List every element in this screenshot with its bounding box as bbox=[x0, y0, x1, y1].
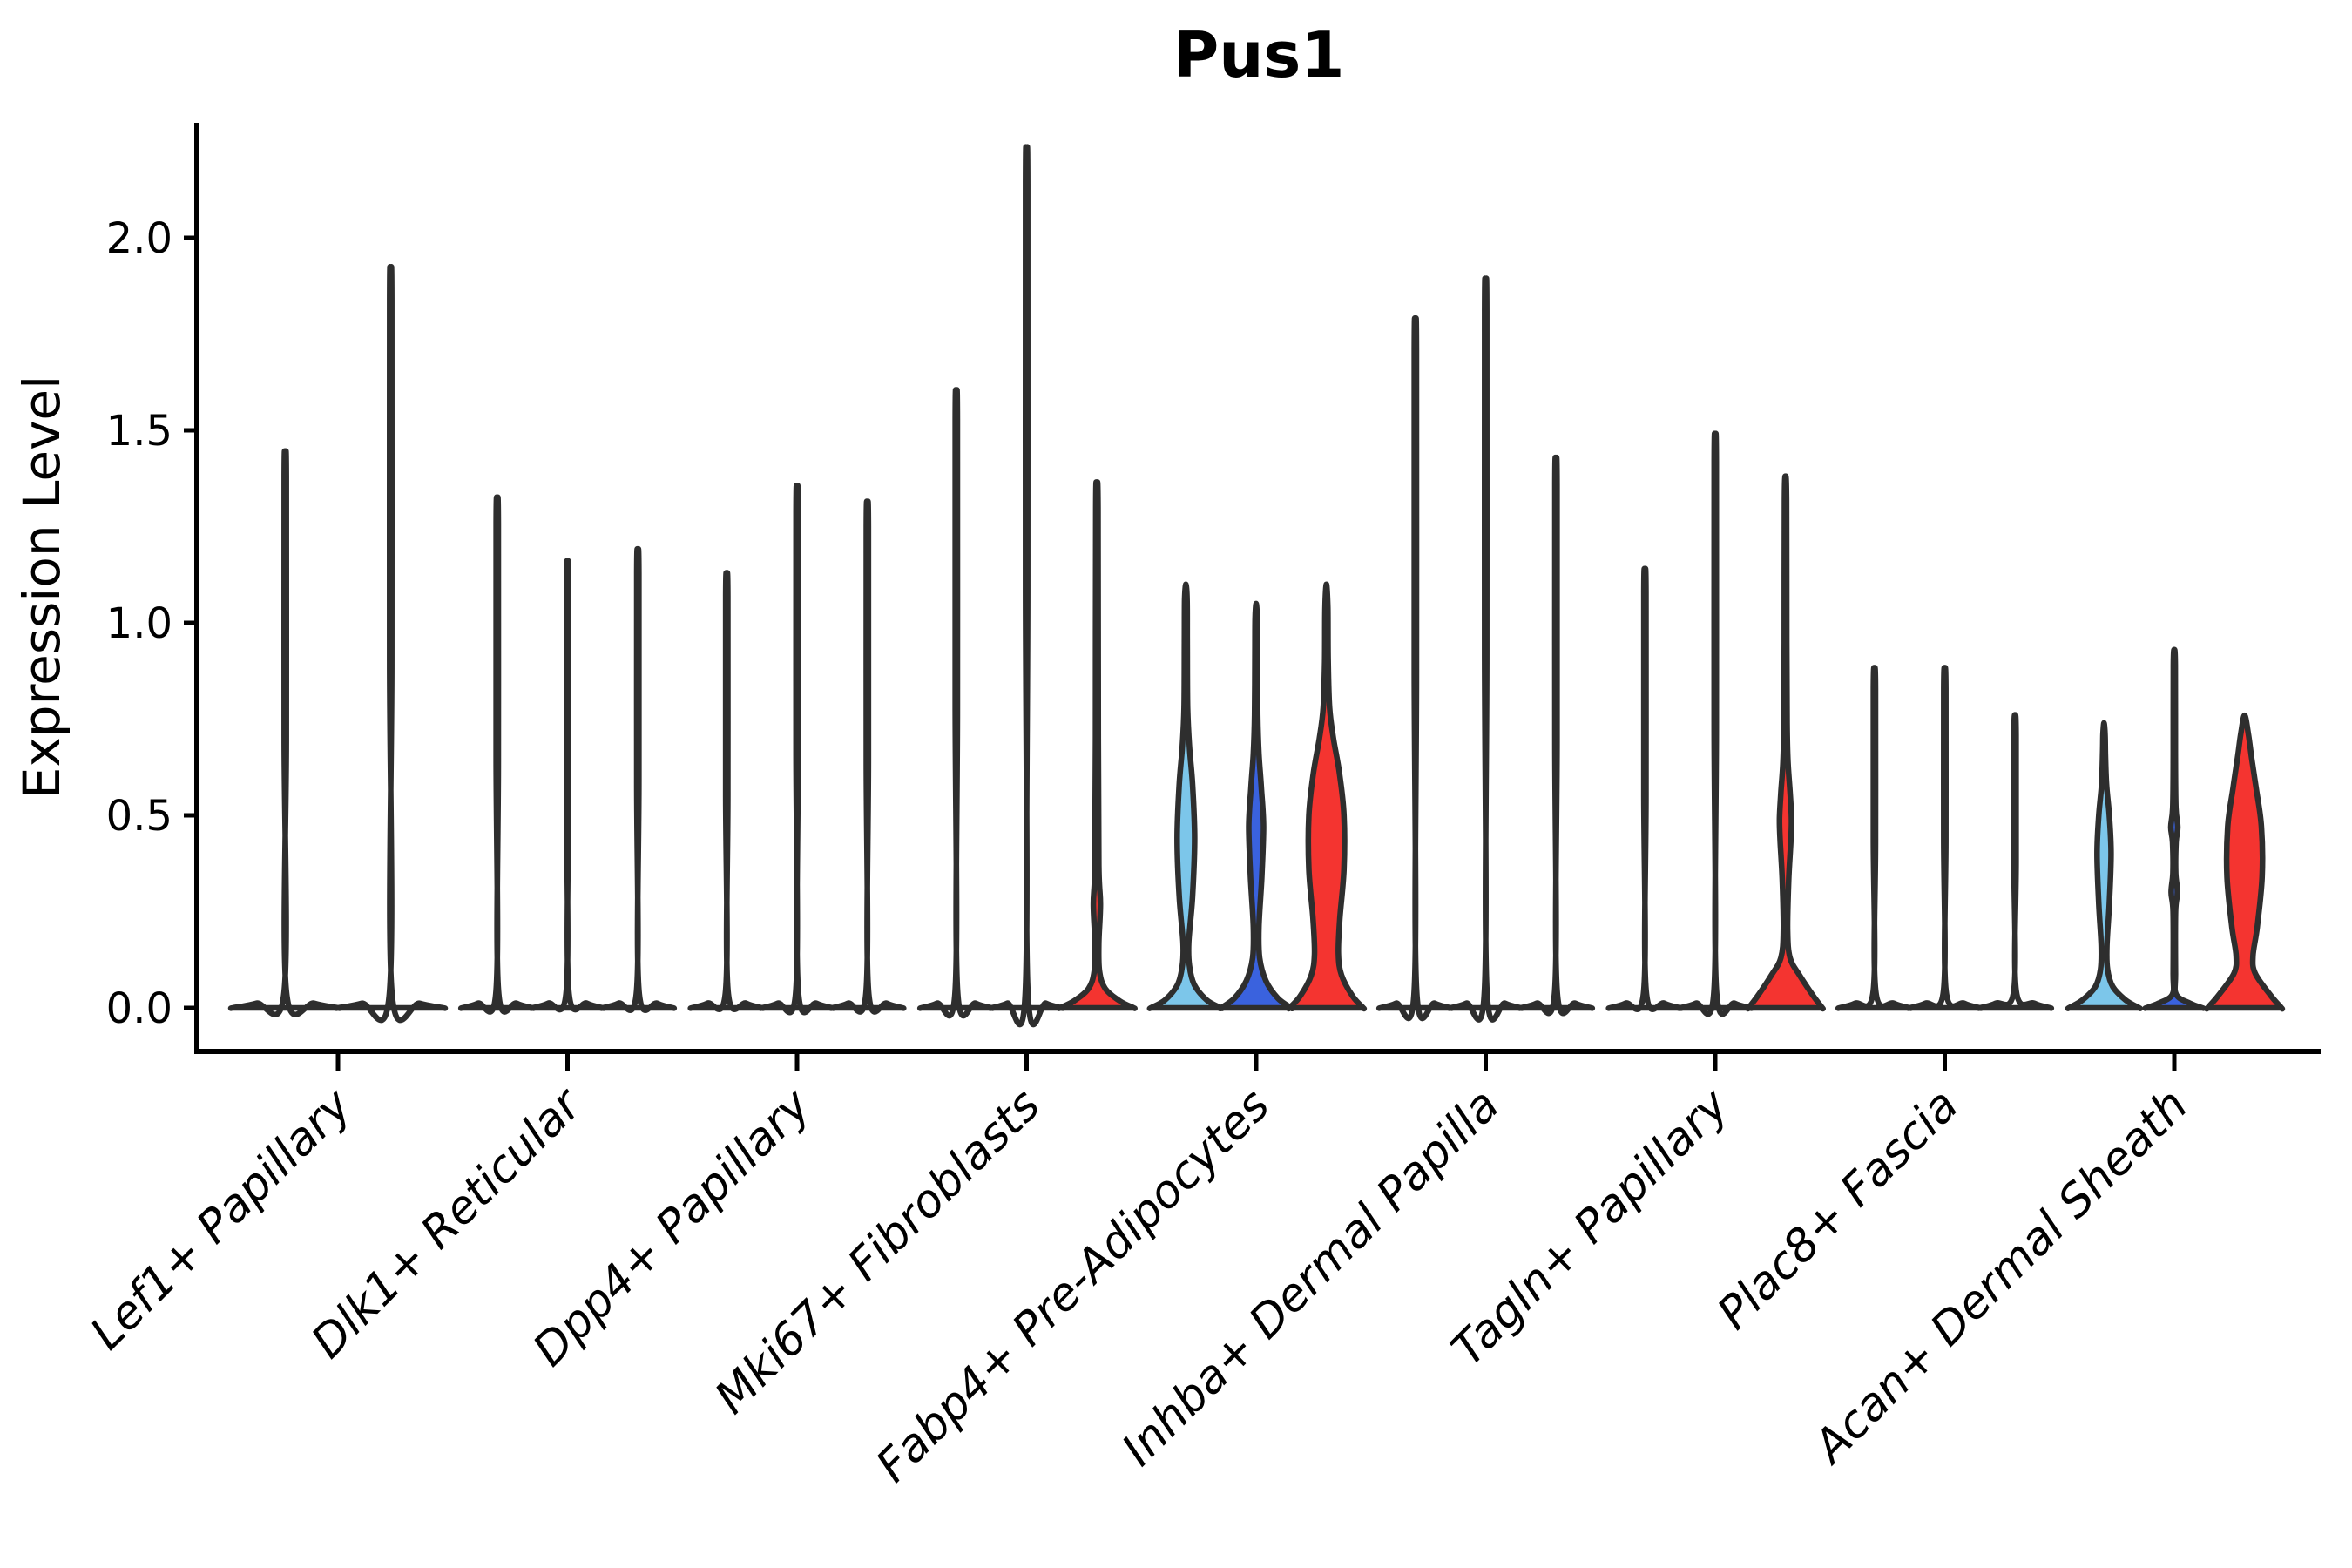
y-tick-label: 2.0 bbox=[106, 214, 172, 263]
violin-lef1-papillary-2 bbox=[333, 264, 449, 1024]
violin-plac8-fascia-2 bbox=[1905, 665, 1984, 1011]
violin-inhba-dermal-papilla-2 bbox=[1446, 275, 1525, 1023]
violin-dpp4-papillary-3 bbox=[828, 498, 907, 1015]
violin-tagln-papillary-2 bbox=[1676, 430, 1754, 1017]
chart-title: Pus1 bbox=[1173, 18, 1345, 91]
violin-lef1-papillary-1 bbox=[227, 448, 343, 1017]
violin-acan-dermal-sheath-3 bbox=[2204, 712, 2286, 1012]
y-axis-label: Expression Level bbox=[12, 375, 71, 799]
violin-plac8-fascia-1 bbox=[1835, 665, 1914, 1011]
y-axis-ticks: 0.0 0.5 1.0 1.5 2.0 bbox=[106, 214, 197, 1033]
y-tick-label: 0.0 bbox=[106, 984, 172, 1033]
violin-fabp4-pre-adipocytes-1 bbox=[1146, 581, 1226, 1011]
violin-dlk1-reticular-2 bbox=[528, 558, 607, 1013]
violin-mki67-fibroblasts-3 bbox=[1056, 479, 1138, 1011]
violin-fabp4-pre-adipocytes-3 bbox=[1286, 581, 1368, 1012]
violin-tagln-papillary-3 bbox=[1745, 473, 1826, 1012]
violin-acan-dermal-sheath-2 bbox=[2142, 646, 2207, 1011]
x-tick-label: Inhba+ Dermal Papilla bbox=[1112, 1079, 1510, 1477]
violin-acan-dermal-sheath-1 bbox=[2065, 720, 2144, 1011]
violin-dlk1-reticular-1 bbox=[457, 494, 537, 1015]
violin-plac8-fascia-3 bbox=[1976, 712, 2055, 1011]
violin-fabp4-pre-adipocytes-2 bbox=[1217, 600, 1295, 1012]
y-tick-label: 0.5 bbox=[106, 792, 172, 841]
violin-dpp4-papillary-2 bbox=[758, 483, 836, 1016]
violin-dpp4-papillary-1 bbox=[687, 570, 767, 1012]
violin-dlk1-reticular-3 bbox=[598, 546, 678, 1013]
violin-mki67-fibroblasts-1 bbox=[916, 387, 996, 1019]
violin-tagln-papillary-1 bbox=[1605, 565, 1685, 1012]
y-tick-label: 1.5 bbox=[106, 407, 172, 456]
violins-layer bbox=[227, 144, 2286, 1028]
x-tick-label: Acan+ Dermal Sheath bbox=[1802, 1079, 2198, 1475]
violin-inhba-dermal-papilla-1 bbox=[1375, 315, 1455, 1022]
x-tick-label: Plac8+ Fascia bbox=[1707, 1079, 1968, 1340]
x-tick-label: Fabp4+ Pre-Adipocytes bbox=[867, 1079, 1281, 1493]
y-tick-label: 1.0 bbox=[106, 599, 172, 648]
violin-mki67-fibroblasts-2 bbox=[987, 144, 1066, 1028]
violin-inhba-dermal-papilla-3 bbox=[1517, 454, 1596, 1017]
